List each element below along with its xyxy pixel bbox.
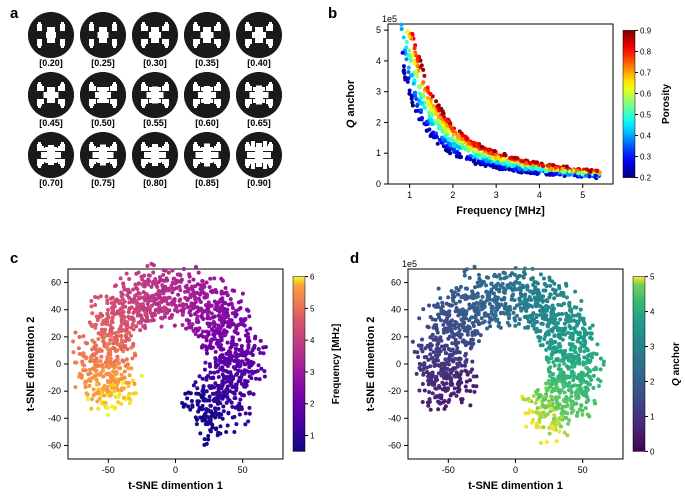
svg-text:4: 4	[376, 56, 381, 66]
sample-4: [0.40]	[235, 12, 283, 68]
svg-text:0.4: 0.4	[640, 132, 652, 141]
svg-text:-60: -60	[48, 440, 61, 450]
svg-text:Frequency [MHz]: Frequency [MHz]	[456, 205, 545, 217]
svg-text:4: 4	[310, 336, 315, 345]
sample-8: [0.60]	[183, 72, 231, 128]
svg-text:3: 3	[376, 87, 381, 97]
svg-text:1: 1	[376, 148, 381, 158]
panel-b-label: b	[328, 5, 337, 22]
svg-text:0: 0	[513, 465, 518, 475]
svg-text:60: 60	[51, 278, 61, 288]
svg-text:0.5: 0.5	[640, 111, 652, 120]
sample-1: [0.25]	[79, 12, 127, 68]
sample-10: [0.70]	[27, 132, 75, 188]
svg-text:0: 0	[650, 447, 655, 456]
sample-7: [0.55]	[131, 72, 179, 128]
panel-c-label: c	[10, 250, 18, 267]
svg-text:Porosity: Porosity	[661, 84, 672, 124]
svg-text:-50: -50	[102, 465, 115, 475]
svg-text:Frequency [MHz]: Frequency [MHz]	[331, 324, 342, 405]
sample-2: [0.30]	[131, 12, 179, 68]
sample-9: [0.65]	[235, 72, 283, 128]
svg-text:2: 2	[450, 190, 455, 200]
svg-text:0.7: 0.7	[640, 68, 652, 77]
svg-text:50: 50	[238, 465, 248, 475]
svg-text:50: 50	[578, 465, 588, 475]
svg-text:0: 0	[173, 465, 178, 475]
svg-text:0.2: 0.2	[640, 174, 652, 183]
panel-d-chart: -50050-60-40-200204060t-SNE dimention 1t…	[360, 255, 685, 500]
panel-c-chart: -50 0 50 -60 -40 -20 0 20 40 60 t-SNE dimention 1 t…	[20, 255, 345, 500]
svg-text:1: 1	[650, 412, 655, 421]
svg-text:t-SNE dimention 2: t-SNE dimention 2	[25, 317, 37, 412]
svg-text:-40: -40	[388, 413, 401, 423]
svg-text:3: 3	[494, 190, 499, 200]
svg-text:5: 5	[310, 304, 315, 313]
svg-text:-60: -60	[388, 440, 401, 450]
svg-text:5: 5	[650, 273, 655, 282]
svg-text:0.8: 0.8	[640, 47, 652, 56]
svg-text:5: 5	[376, 25, 381, 35]
svg-text:t-SNE dimention 1: t-SNE dimention 1	[128, 480, 223, 492]
sample-14: [0.90]	[235, 132, 283, 188]
svg-text:-40: -40	[48, 413, 61, 423]
svg-text:0: 0	[396, 359, 401, 369]
svg-text:2: 2	[376, 117, 381, 127]
svg-text:t-SNE dimention 2: t-SNE dimention 2	[365, 317, 377, 412]
svg-text:0.3: 0.3	[640, 153, 652, 162]
sample-5: [0.45]	[27, 72, 75, 128]
svg-text:Q anchor: Q anchor	[671, 342, 682, 386]
svg-text:-20: -20	[48, 386, 61, 396]
svg-text:0: 0	[376, 179, 381, 189]
svg-text:60: 60	[391, 278, 401, 288]
svg-text:0.6: 0.6	[640, 89, 652, 98]
panel-d-label: d	[350, 250, 359, 267]
svg-text:1: 1	[407, 190, 412, 200]
svg-text:1: 1	[310, 432, 315, 441]
svg-text:20: 20	[51, 332, 61, 342]
svg-text:1e5: 1e5	[382, 14, 397, 24]
sample-11: [0.75]	[79, 132, 127, 188]
svg-text:-50: -50	[442, 465, 455, 475]
svg-text:4: 4	[650, 308, 655, 317]
panel-a-label: a	[10, 5, 18, 22]
svg-text:5: 5	[580, 190, 585, 200]
svg-text:40: 40	[391, 305, 401, 315]
svg-text:0.9: 0.9	[640, 26, 652, 35]
svg-text:3: 3	[650, 343, 655, 352]
svg-text:3: 3	[310, 368, 315, 377]
panel-b-chart: 1 2 3 4 5 0 1 2 3 4 5 Frequency [MHz] Q anchor 1e5 0.2…	[340, 10, 675, 225]
sample-0: [0.20]	[27, 12, 75, 68]
svg-text:1e5: 1e5	[402, 259, 417, 269]
svg-text:6: 6	[310, 273, 315, 282]
svg-text:2: 2	[310, 400, 315, 409]
svg-text:0: 0	[56, 359, 61, 369]
svg-text:40: 40	[51, 305, 61, 315]
svg-text:20: 20	[391, 332, 401, 342]
svg-text:4: 4	[537, 190, 542, 200]
svg-text:t-SNE dimention 1: t-SNE dimention 1	[468, 480, 563, 492]
sample-12: [0.80]	[131, 132, 179, 188]
svg-text:Q anchor: Q anchor	[345, 79, 357, 128]
panel-a-samples: [0.20][0.25][0.30][0.35][0.40][0.45][0.5…	[25, 10, 305, 190]
svg-text:2: 2	[650, 377, 655, 386]
sample-3: [0.35]	[183, 12, 231, 68]
sample-13: [0.85]	[183, 132, 231, 188]
sample-6: [0.50]	[79, 72, 127, 128]
svg-text:-20: -20	[388, 386, 401, 396]
